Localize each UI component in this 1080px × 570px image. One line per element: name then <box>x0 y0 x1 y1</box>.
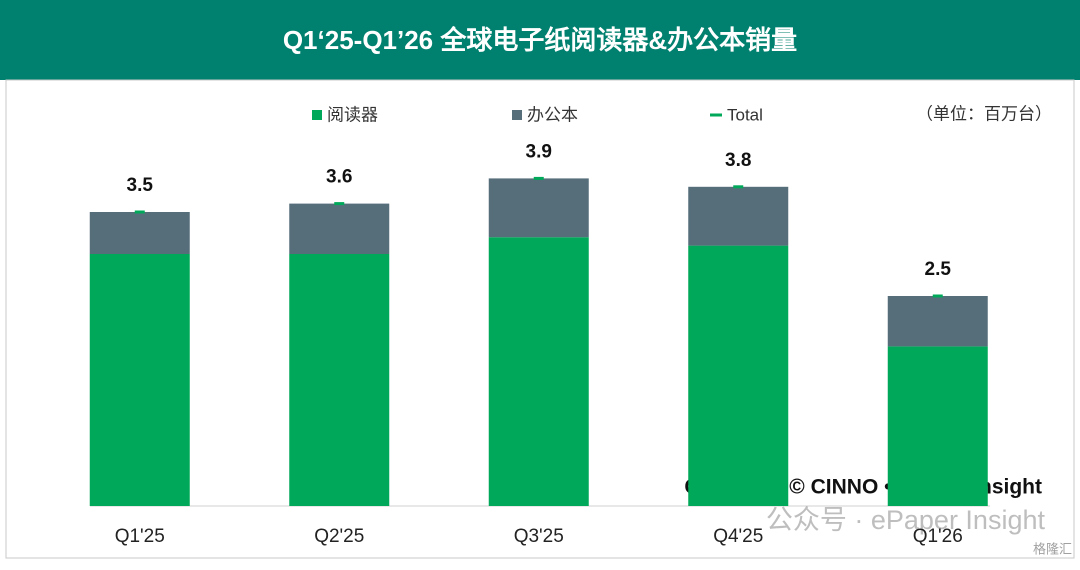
bar-segment <box>89 212 190 254</box>
bar-segment <box>488 178 589 238</box>
bar-segment <box>887 296 988 347</box>
x-tick-label: Q1'25 <box>115 526 165 547</box>
watermark: 公众号 · ePaper Insight <box>766 505 1046 535</box>
bar-segment <box>887 346 988 506</box>
bar-segment <box>89 254 190 506</box>
legend-swatch <box>512 110 522 120</box>
x-tick-label: Q4'25 <box>713 526 763 547</box>
total-label: 3.8 <box>725 150 751 171</box>
bar-segment <box>488 237 589 506</box>
total-label: 2.5 <box>925 259 952 280</box>
legend-swatch <box>312 110 322 120</box>
bar-segment <box>289 254 390 506</box>
total-label: 3.9 <box>526 141 552 162</box>
chart-title: Q1‘25-Q1’26 全球电子纸阅读器&办公本销量 <box>283 25 797 55</box>
x-tick-label: Q3'25 <box>514 526 564 547</box>
title-bar <box>0 0 1080 80</box>
x-tick-label: Q1'26 <box>913 526 963 547</box>
bar-segment <box>688 186 789 246</box>
chart-frame <box>5 79 1075 559</box>
total-label: 3.5 <box>127 175 154 196</box>
x-tick-label: Q2'25 <box>314 526 364 547</box>
logo: 格隆汇 <box>1033 541 1072 556</box>
bar-segment <box>289 203 390 254</box>
legend-label: Total <box>727 105 763 124</box>
total-label: 3.6 <box>326 167 352 188</box>
unit-note: （单位：百万台） <box>916 104 1052 123</box>
legend-label: 阅读器 <box>327 105 378 124</box>
legend-label: 办公本 <box>527 105 578 124</box>
bar-segment <box>688 245 789 506</box>
